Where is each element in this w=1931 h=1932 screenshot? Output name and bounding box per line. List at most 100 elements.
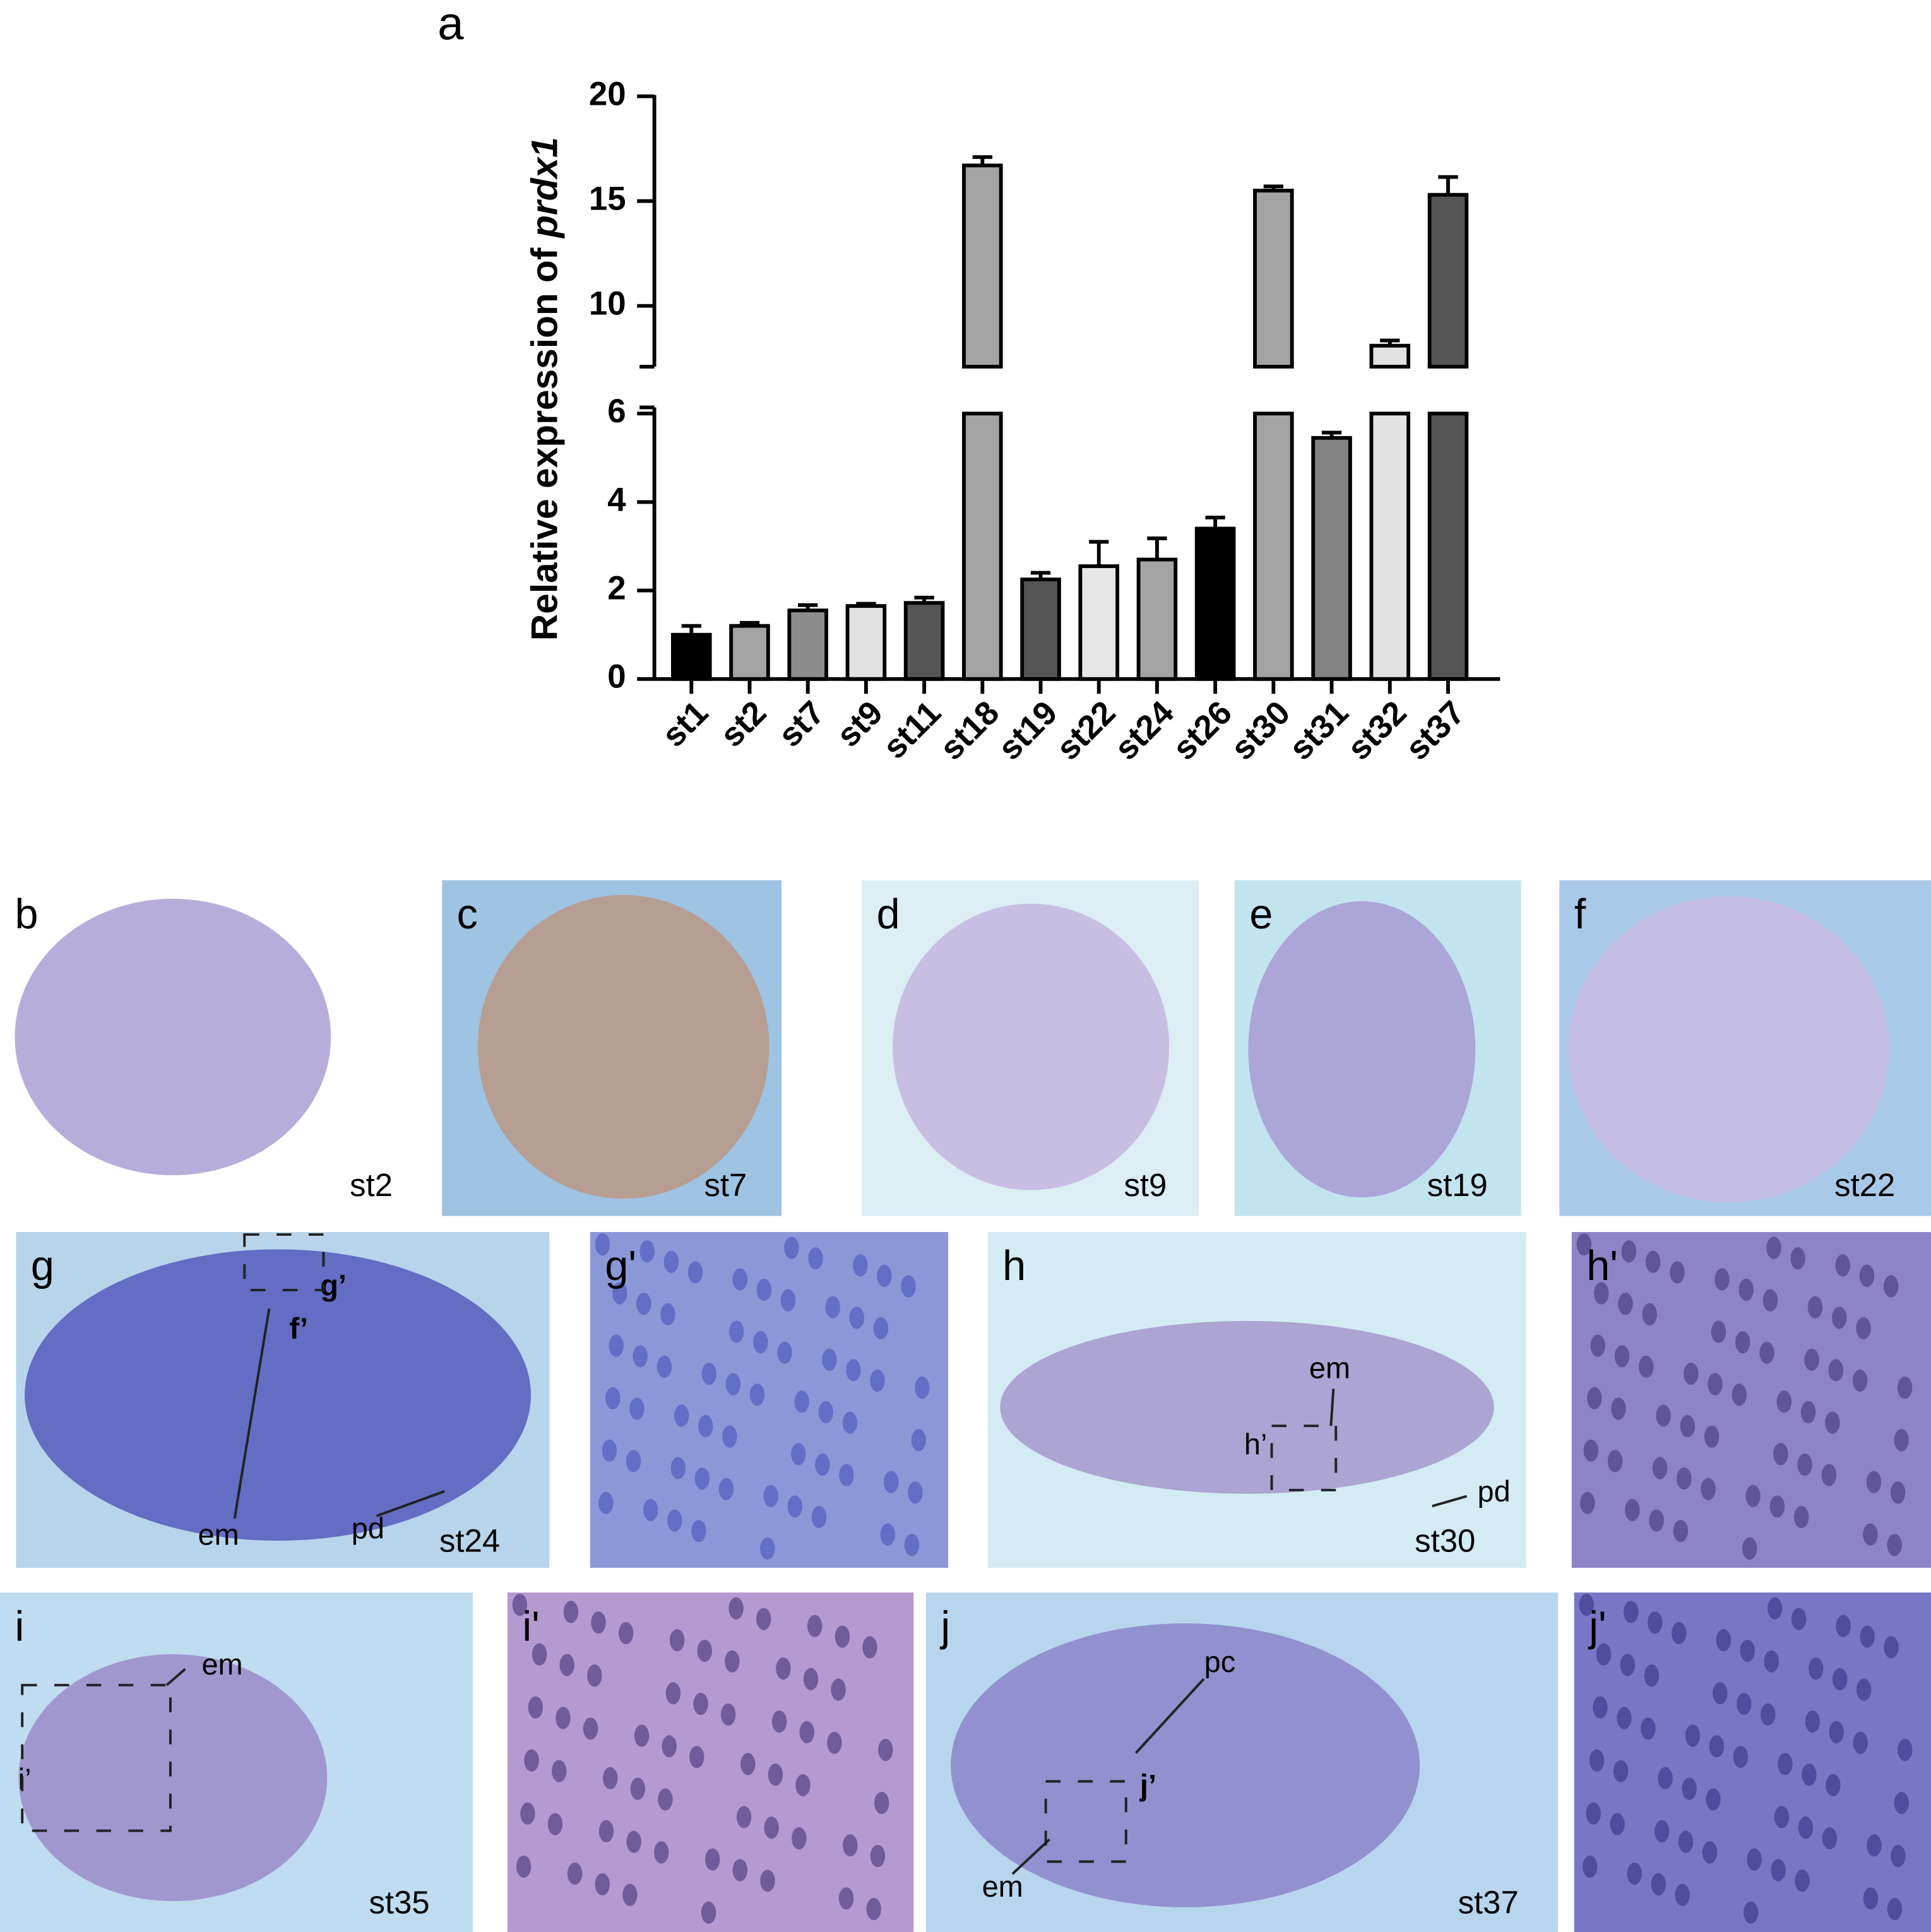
stain-dot — [827, 1731, 842, 1754]
stain-dot — [694, 1467, 710, 1490]
stain-dot — [1776, 1390, 1792, 1413]
bar — [1427, 193, 1469, 681]
stain-dot — [1617, 1707, 1632, 1729]
stain-dot — [1795, 1870, 1810, 1892]
bar-part — [1311, 436, 1352, 681]
zoom-box — [21, 1683, 172, 1832]
bar-part — [962, 412, 1003, 681]
stain-dot — [853, 1254, 868, 1277]
panel-label: a — [437, 0, 464, 50]
stain-dot — [1587, 1387, 1602, 1409]
stain-dot — [587, 1664, 602, 1687]
stain-dot — [630, 1777, 646, 1800]
stain-dot — [1716, 1629, 1732, 1652]
stain-dot — [1821, 1464, 1837, 1486]
stain-dot — [1639, 1355, 1654, 1378]
stain-dot — [1656, 1404, 1671, 1427]
stain-dot — [862, 1636, 877, 1659]
stain-dot — [591, 1611, 606, 1634]
stain-dot — [1610, 1813, 1625, 1835]
bar — [1194, 526, 1236, 681]
stain-dot — [629, 1397, 645, 1420]
bar-part — [1253, 412, 1294, 681]
stain-dot — [598, 1820, 614, 1842]
stain-dot — [1804, 1348, 1819, 1371]
stage-label: st24 — [439, 1522, 500, 1558]
stain-dot — [1743, 1901, 1759, 1924]
stain-dot — [768, 1763, 783, 1786]
stain-dot — [799, 1721, 814, 1744]
bar — [1369, 343, 1411, 681]
error-bar — [1205, 516, 1225, 529]
y-tick-label: 6 — [607, 393, 626, 430]
stain-dot — [1621, 1240, 1637, 1263]
panel-label: f — [1574, 891, 1586, 938]
x-tick-label: st11 — [876, 694, 948, 766]
embryo — [15, 898, 331, 1176]
stain-dot — [667, 1509, 682, 1532]
stain-dot — [1735, 1331, 1750, 1354]
stain-dot — [1582, 1855, 1598, 1878]
photo-background — [507, 1592, 914, 1932]
bar — [671, 632, 712, 681]
stain-dot — [771, 1710, 787, 1733]
stain-dot — [803, 1668, 819, 1690]
stain-dot — [1808, 1657, 1824, 1680]
stain-dot — [1644, 1664, 1660, 1687]
stain-dot — [643, 1498, 658, 1522]
y-axis-label-text: Relative expression of — [524, 247, 565, 641]
bar-part — [787, 608, 828, 681]
y-tick-label: 0 — [607, 658, 626, 696]
stain-dot — [760, 1870, 775, 1892]
panel-label: i' — [522, 1603, 539, 1650]
annotation: h’ — [1244, 1428, 1268, 1461]
stain-dot — [551, 1760, 567, 1782]
stain-dot — [1607, 1450, 1623, 1473]
stain-dot — [1576, 1233, 1592, 1256]
bar-part — [1427, 193, 1469, 369]
stain-dot — [567, 1862, 583, 1885]
panel-label: i — [15, 1603, 24, 1650]
stain-dot — [1790, 1247, 1805, 1270]
stain-dot — [1714, 1268, 1730, 1291]
zoom-box — [1044, 1780, 1127, 1863]
stain-dot — [698, 1414, 713, 1438]
stain-dot — [612, 1282, 627, 1305]
x-tick-label: st32 — [1340, 694, 1413, 767]
stain-dot — [784, 1236, 799, 1259]
stain-dot — [622, 1883, 638, 1906]
panel-label: g — [31, 1243, 54, 1289]
stain-dot — [1579, 1594, 1595, 1616]
stage-label: st30 — [1415, 1522, 1475, 1558]
stain-dot — [1627, 1862, 1642, 1885]
stain-dot — [792, 1827, 807, 1850]
x-tick-label: st19 — [991, 694, 1064, 767]
pointer-line — [1432, 1495, 1468, 1508]
stain-dot — [1620, 1654, 1636, 1676]
stain-dot — [665, 1682, 681, 1705]
embryo — [477, 895, 769, 1199]
error-bar — [1263, 184, 1284, 191]
error-bar — [798, 603, 818, 611]
panel-label: e — [1249, 891, 1273, 938]
stain-dot — [884, 1471, 899, 1493]
error-bar — [739, 620, 760, 626]
stain-dot — [663, 1250, 679, 1273]
error-bar — [1321, 430, 1342, 438]
stain-dot — [756, 1608, 771, 1630]
stain-dot — [1791, 1608, 1807, 1630]
stain-dot — [1590, 1334, 1605, 1357]
panel-label: j — [939, 1603, 950, 1650]
stain-dot — [547, 1813, 563, 1835]
photo-panel: d st9 — [862, 880, 1199, 1216]
stain-dot — [1822, 1827, 1838, 1850]
panel-label: h' — [1586, 1243, 1618, 1289]
pointer-line — [376, 1490, 445, 1517]
stain-dot — [1761, 1703, 1776, 1726]
stain-dot — [808, 1247, 823, 1270]
stain-dot — [1766, 1236, 1781, 1259]
stain-dot — [1745, 1485, 1761, 1507]
stain-dot — [618, 1621, 634, 1645]
stain-dot — [1759, 1341, 1774, 1364]
stain-dot — [524, 1749, 539, 1772]
